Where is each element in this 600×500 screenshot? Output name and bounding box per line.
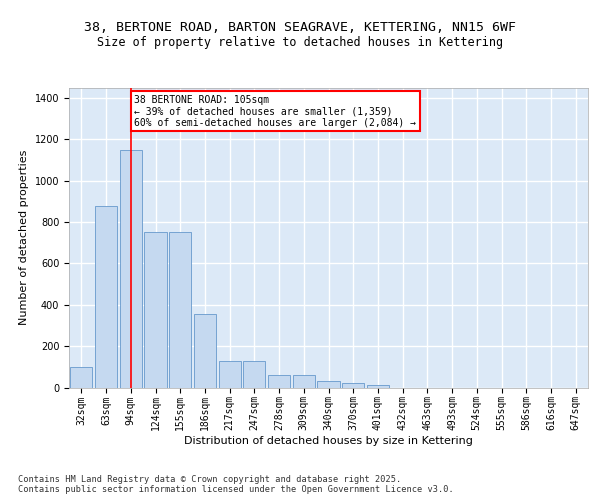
Bar: [243, 360, 265, 388]
Text: Size of property relative to detached houses in Kettering: Size of property relative to detached ho…: [97, 36, 503, 49]
Bar: [293, 375, 315, 388]
Text: 38, BERTONE ROAD, BARTON SEAGRAVE, KETTERING, NN15 6WF: 38, BERTONE ROAD, BARTON SEAGRAVE, KETTE…: [84, 21, 516, 34]
Bar: [268, 375, 290, 388]
Bar: [367, 386, 389, 388]
Bar: [194, 314, 216, 388]
Bar: [145, 232, 167, 388]
Bar: [119, 150, 142, 388]
Bar: [218, 360, 241, 388]
Text: Contains HM Land Registry data © Crown copyright and database right 2025.
Contai: Contains HM Land Registry data © Crown c…: [18, 475, 454, 494]
Bar: [317, 382, 340, 388]
Bar: [169, 232, 191, 388]
Bar: [342, 384, 364, 388]
Y-axis label: Number of detached properties: Number of detached properties: [19, 150, 29, 325]
Bar: [95, 206, 117, 388]
Text: 38 BERTONE ROAD: 105sqm
← 39% of detached houses are smaller (1,359)
60% of semi: 38 BERTONE ROAD: 105sqm ← 39% of detache…: [134, 94, 416, 128]
Bar: [70, 367, 92, 388]
X-axis label: Distribution of detached houses by size in Kettering: Distribution of detached houses by size …: [184, 436, 473, 446]
